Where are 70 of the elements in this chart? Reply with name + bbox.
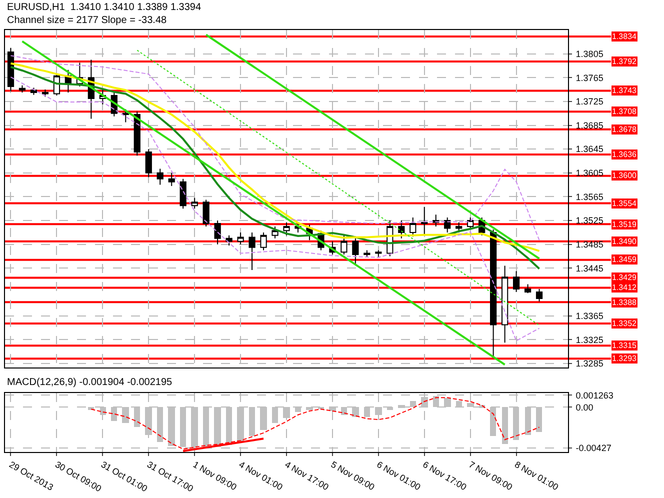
y-tick-label: 1.3285: [576, 358, 604, 369]
candlestick: [524, 284, 532, 294]
y-tick-label: 1.3805: [576, 48, 604, 59]
text: Channel size = 2177 Slope = -33.48: [7, 15, 167, 26]
candlestick: [214, 220, 221, 245]
chart-title: EURUSD,H1 1.3410 1.3410 1.3389 1.3394: [7, 2, 202, 13]
candlestick: [398, 220, 405, 239]
candlestick: [456, 222, 462, 233]
candlestick: [512, 270, 520, 292]
y-tick-label: 1.3485: [576, 240, 604, 250]
candlestick: [168, 172, 175, 186]
candlestick: [421, 206, 428, 236]
candlestick: [444, 217, 451, 233]
y-tick-label: 0.001263: [576, 390, 614, 400]
candlestick: [145, 148, 152, 178]
line-series: [10, 76, 540, 342]
candlestick: [180, 178, 186, 210]
ref-line-label: 1.3388: [612, 298, 638, 307]
y-tick-label: -0.00427: [576, 443, 612, 454]
ref-line-label: 1.3490: [612, 237, 638, 246]
ref-line-label: 1.3636: [612, 150, 638, 159]
line-series: [90, 397, 540, 450]
candlestick: [340, 234, 348, 255]
candlestick: [191, 197, 198, 210]
candlestick: [490, 228, 497, 359]
ref-line-label: 1.3708: [612, 107, 638, 116]
x-tick-label: 6 Nov 17:00: [421, 459, 468, 492]
candlestick: [260, 232, 267, 251]
ref-line-label: 1.3429: [612, 273, 638, 282]
y-tick-label: 1.3725: [576, 96, 604, 107]
candlestick: [536, 288, 543, 302]
ref-line-label: 1.3315: [612, 341, 638, 350]
y-tick-label: 1.3685: [576, 120, 604, 130]
ref-line-label: 1.3678: [612, 125, 638, 134]
candlestick: [248, 232, 256, 270]
candlestick: [467, 217, 474, 229]
ref-line-label: 1.3293: [612, 354, 638, 363]
candlestick: [18, 84, 26, 94]
candlestick: [501, 265, 508, 344]
x-tick-label: 29 Oct 2013: [7, 459, 55, 492]
x-tick-label: 4 Nov 17:00: [283, 459, 330, 492]
ref-line-label: 1.3834: [612, 32, 638, 41]
ref-line-label: 1.3352: [612, 319, 638, 328]
candlestick: [134, 111, 140, 156]
candlestick: [375, 250, 382, 258]
y-tick-label: 0.00: [576, 402, 594, 412]
candlestick: [122, 108, 129, 123]
candlestick: [352, 238, 359, 266]
candlestick: [410, 217, 416, 238]
y-tick-label: 1.3445: [576, 263, 604, 274]
candlestick: [283, 222, 290, 236]
candlestick: [237, 232, 244, 245]
ref-line-label: 1.3459: [612, 255, 638, 264]
ref-line-label: 1.3743: [612, 86, 638, 95]
candlestick: [272, 226, 278, 239]
candlestick: [7, 47, 14, 92]
candlestick: [202, 199, 210, 227]
ref-line-label: 1.3412: [612, 283, 638, 292]
ref-line-label: 1.3792: [612, 57, 638, 66]
chart-title: MACD(12,26,9) -0.001904 -0.002195: [7, 377, 173, 388]
y-tick-label: 1.3365: [576, 310, 604, 321]
y-tick-label: 1.3645: [576, 144, 604, 154]
candlestick: [156, 168, 164, 186]
candlestick: [226, 234, 232, 246]
y-tick-label: 1.3765: [576, 72, 604, 83]
y-tick-label: 1.3565: [576, 192, 604, 202]
ref-line-label: 1.3519: [612, 220, 638, 229]
y-tick-label: 1.3325: [576, 334, 604, 345]
ref-line-label: 1.3554: [612, 199, 638, 208]
ref-line-label: 1.3600: [612, 171, 638, 180]
